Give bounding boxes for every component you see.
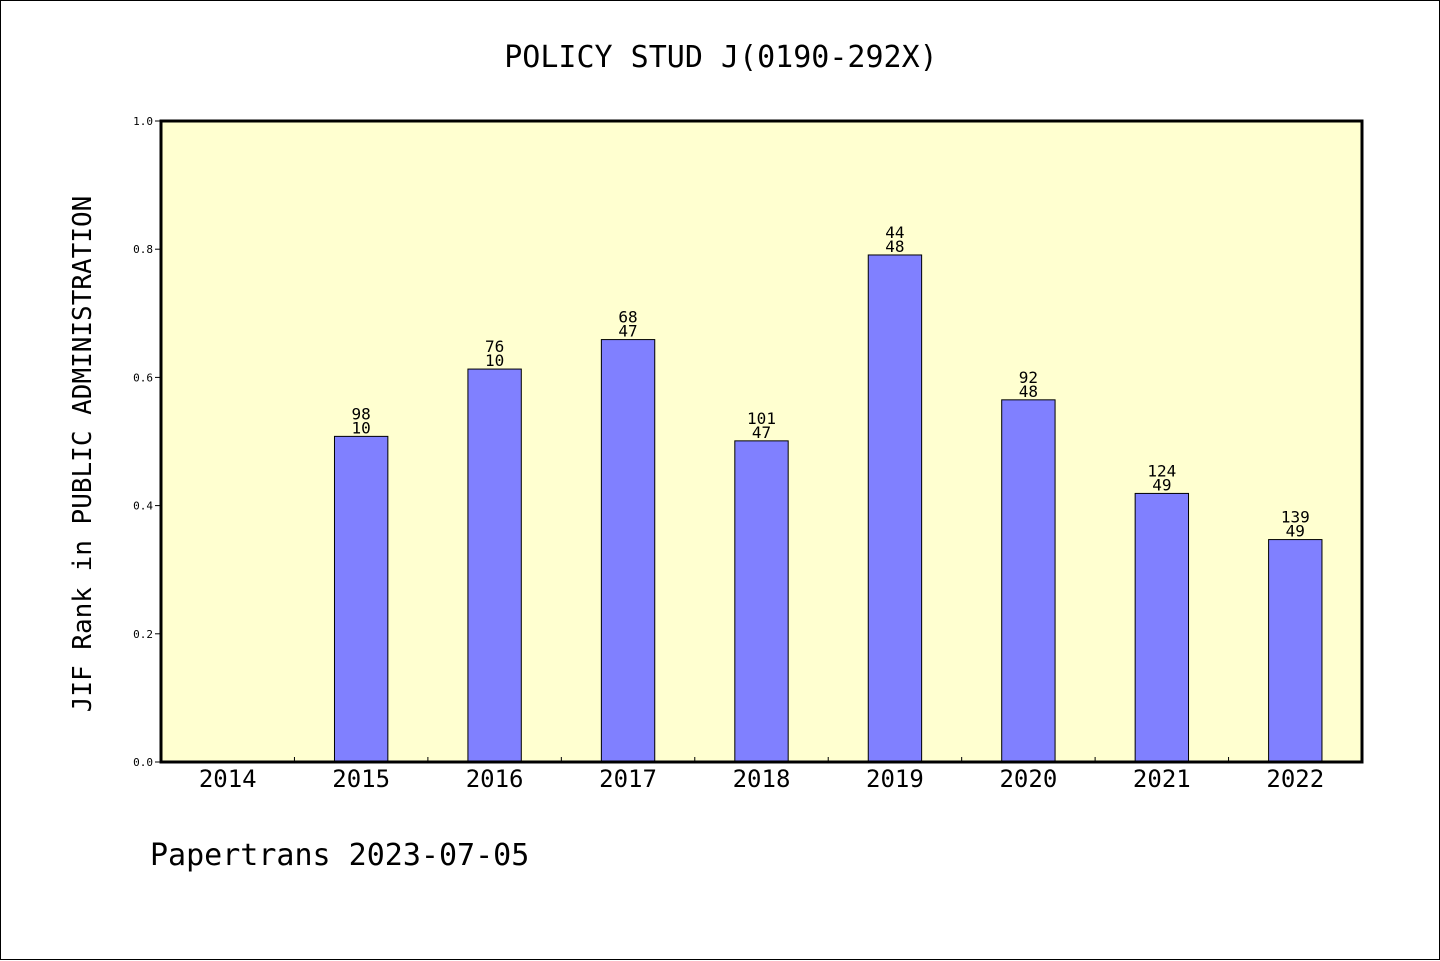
y-tick-label: 0.2 (133, 628, 153, 641)
bar-total-label: 10 (352, 418, 371, 437)
bar-total-label: 10 (485, 351, 504, 370)
bar (867, 254, 923, 763)
bar-rank-label: 68 (618, 308, 637, 327)
x-tick-label: 2021 (1133, 765, 1191, 793)
y-axis-label: JIF Rank in PUBLIC ADMINISTRATION (68, 196, 98, 713)
bars-group (333, 254, 1323, 763)
bar (467, 368, 522, 763)
bar (1268, 539, 1323, 763)
bar-rank-label: 92 (1019, 368, 1038, 387)
x-tick-label: 2020 (999, 765, 1057, 793)
bar-rank-label: 76 (485, 337, 504, 356)
x-tick-label: 2015 (332, 765, 390, 793)
bar-total-label: 47 (618, 322, 637, 341)
x-tick-label: 2017 (599, 765, 657, 793)
x-tick-label: 2022 (1266, 765, 1324, 793)
bar (734, 440, 789, 763)
bar-rank-label: 101 (747, 409, 776, 428)
y-tick-label: 0.8 (133, 243, 153, 256)
bar-rank-label: 98 (352, 404, 371, 423)
bar-total-label: 47 (752, 423, 771, 442)
bar-total-label: 49 (1152, 475, 1171, 494)
bar-total-label: 48 (885, 237, 904, 256)
y-tick-label: 0.6 (133, 371, 153, 384)
footer-credit: Papertrans 2023-07-05 (150, 838, 529, 873)
plot-border (159, 119, 1364, 764)
y-tick-label: 0.0 (133, 756, 153, 769)
bar (1134, 492, 1190, 763)
x-tick-label: 2014 (199, 765, 257, 793)
bar (600, 339, 656, 763)
chart-title: POLICY STUD J(0190-292X) (504, 40, 937, 75)
x-tick-label: 2018 (733, 765, 791, 793)
y-tick-label: 0.4 (133, 500, 153, 513)
bar-total-label: 48 (1019, 382, 1038, 401)
x-tick-label: 2016 (466, 765, 524, 793)
bar-rank-label: 124 (1147, 461, 1176, 480)
bar (1001, 399, 1056, 763)
bar-total-label: 49 (1286, 522, 1305, 541)
y-axis: 0.0 0.2 0.4 0.6 0.8 1.0 (133, 115, 161, 769)
x-axis: 2014 2015 2016 2017 2018 2019 2020 2021 2022 (199, 757, 1324, 793)
bar-rank-label: 44 (885, 223, 904, 242)
x-tick-label: 2019 (866, 765, 924, 793)
bar-rank-label: 139 (1281, 508, 1310, 527)
y-tick-label: 1.0 (133, 115, 153, 128)
bar (333, 435, 389, 763)
